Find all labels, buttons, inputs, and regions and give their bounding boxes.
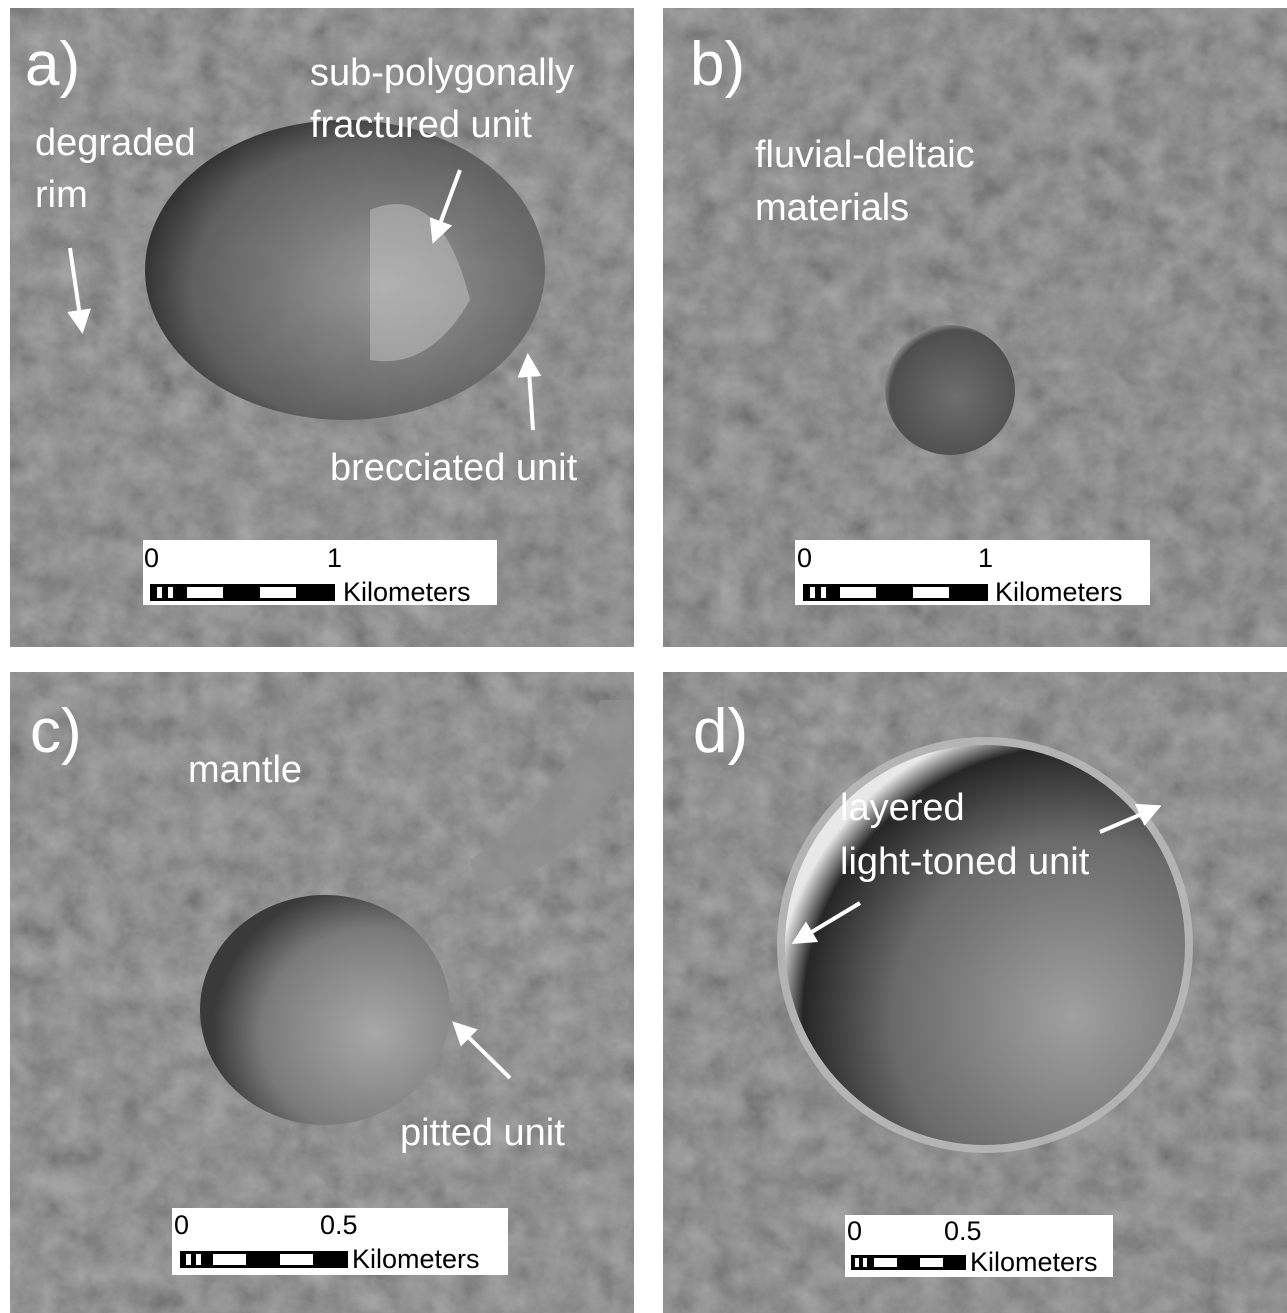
- annotation: mantle: [188, 749, 302, 791]
- scale-tick: 0: [144, 543, 159, 573]
- annotation: fractured unit: [310, 104, 532, 146]
- panel-label: a): [25, 30, 80, 99]
- scale-bar: 0 0.5 Kilometers: [845, 1215, 1113, 1277]
- annotation: layered: [840, 787, 965, 829]
- panel-label: c): [30, 697, 82, 766]
- annotation: degraded: [35, 122, 196, 164]
- scale-tick: 0.5: [944, 1216, 982, 1246]
- scale-unit: Kilometers: [970, 1247, 1098, 1277]
- scale-unit: Kilometers: [995, 577, 1123, 607]
- scale-tick: 0: [847, 1216, 862, 1246]
- scale-unit: Kilometers: [343, 577, 471, 607]
- scale-bar: 0 1 Kilometers: [795, 540, 1150, 607]
- scale-bar: 0 1 Kilometers: [143, 540, 497, 607]
- scale-tick: 0: [174, 1210, 189, 1240]
- scale-tick: 0: [797, 543, 812, 573]
- annotation: materials: [755, 187, 909, 229]
- page: a) b) c) d) degraded rim sub-polygonally…: [0, 0, 1287, 1313]
- panel-label: d): [693, 697, 748, 766]
- annotation: sub-polygonally: [310, 52, 574, 94]
- scale-unit: Kilometers: [352, 1244, 480, 1274]
- scale-tick: 0.5: [320, 1210, 358, 1240]
- annotation: rim: [35, 174, 88, 216]
- annotation: brecciated unit: [330, 447, 578, 489]
- scale-tick: 1: [327, 543, 342, 573]
- scale-bar: 0 0.5 Kilometers: [172, 1208, 508, 1275]
- scale-tick: 1: [978, 543, 993, 573]
- annotation: pitted unit: [400, 1112, 565, 1154]
- panel-label: b): [690, 30, 745, 99]
- figure: a) b) c) d) degraded rim sub-polygonally…: [0, 0, 1287, 1313]
- annotation: light-toned unit: [840, 841, 1090, 883]
- annotation: fluvial-deltaic: [755, 134, 975, 176]
